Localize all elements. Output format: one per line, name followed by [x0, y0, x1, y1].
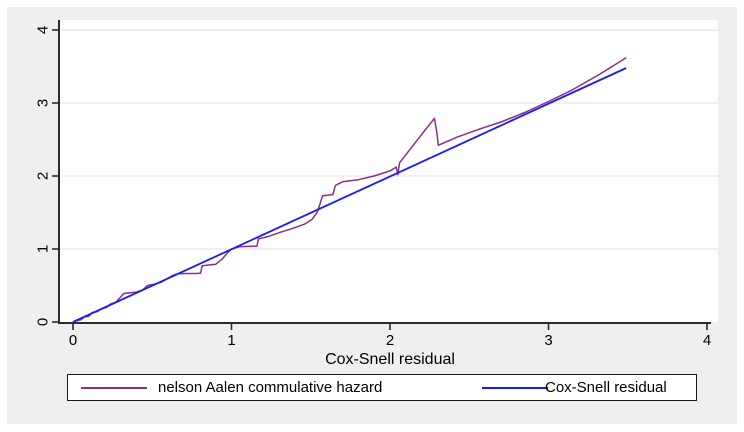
- y-tick-label-3: 3: [34, 98, 52, 108]
- series-line-nelson-aalen: [72, 57, 627, 323]
- legend-line-sample-nelson-aalen: [81, 387, 147, 389]
- x-tick-label-2: 2: [385, 332, 395, 349]
- y-tick-label-2: 2: [34, 171, 52, 181]
- series-line-cox-snell: [72, 67, 627, 323]
- x-tick-label-1: 1: [227, 332, 236, 349]
- y-tick-label-1: 1: [34, 244, 52, 254]
- legend-label-nelson-aalen: nelson Aalen commulative hazard: [158, 379, 383, 396]
- x-tick-label-0: 0: [68, 332, 78, 349]
- x-tick-label-4: 4: [702, 332, 712, 349]
- legend-box: nelson Aalen commulative hazard Cox-Snel…: [67, 374, 697, 401]
- x-axis-title: Cox-Snell residual: [325, 351, 455, 368]
- y-tick-label-0: 0: [34, 317, 52, 327]
- y-tick-label-4: 4: [34, 25, 52, 35]
- x-tick-label-3: 3: [544, 332, 553, 349]
- legend-line-sample-cox-snell: [482, 387, 548, 389]
- legend-label-cox-snell: Cox-Snell residual: [545, 379, 667, 396]
